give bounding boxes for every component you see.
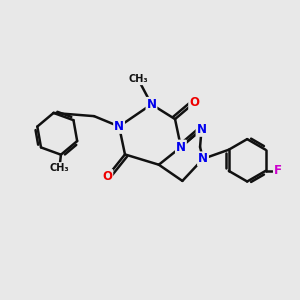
Text: O: O bbox=[189, 96, 199, 110]
Text: N: N bbox=[198, 152, 208, 165]
Text: CH₃: CH₃ bbox=[128, 74, 148, 84]
Text: N: N bbox=[196, 123, 206, 136]
Text: O: O bbox=[102, 170, 112, 183]
Text: N: N bbox=[114, 120, 124, 133]
Text: N: N bbox=[146, 98, 157, 111]
Text: F: F bbox=[274, 164, 282, 177]
Text: CH₃: CH₃ bbox=[50, 163, 69, 173]
Text: N: N bbox=[176, 141, 186, 154]
